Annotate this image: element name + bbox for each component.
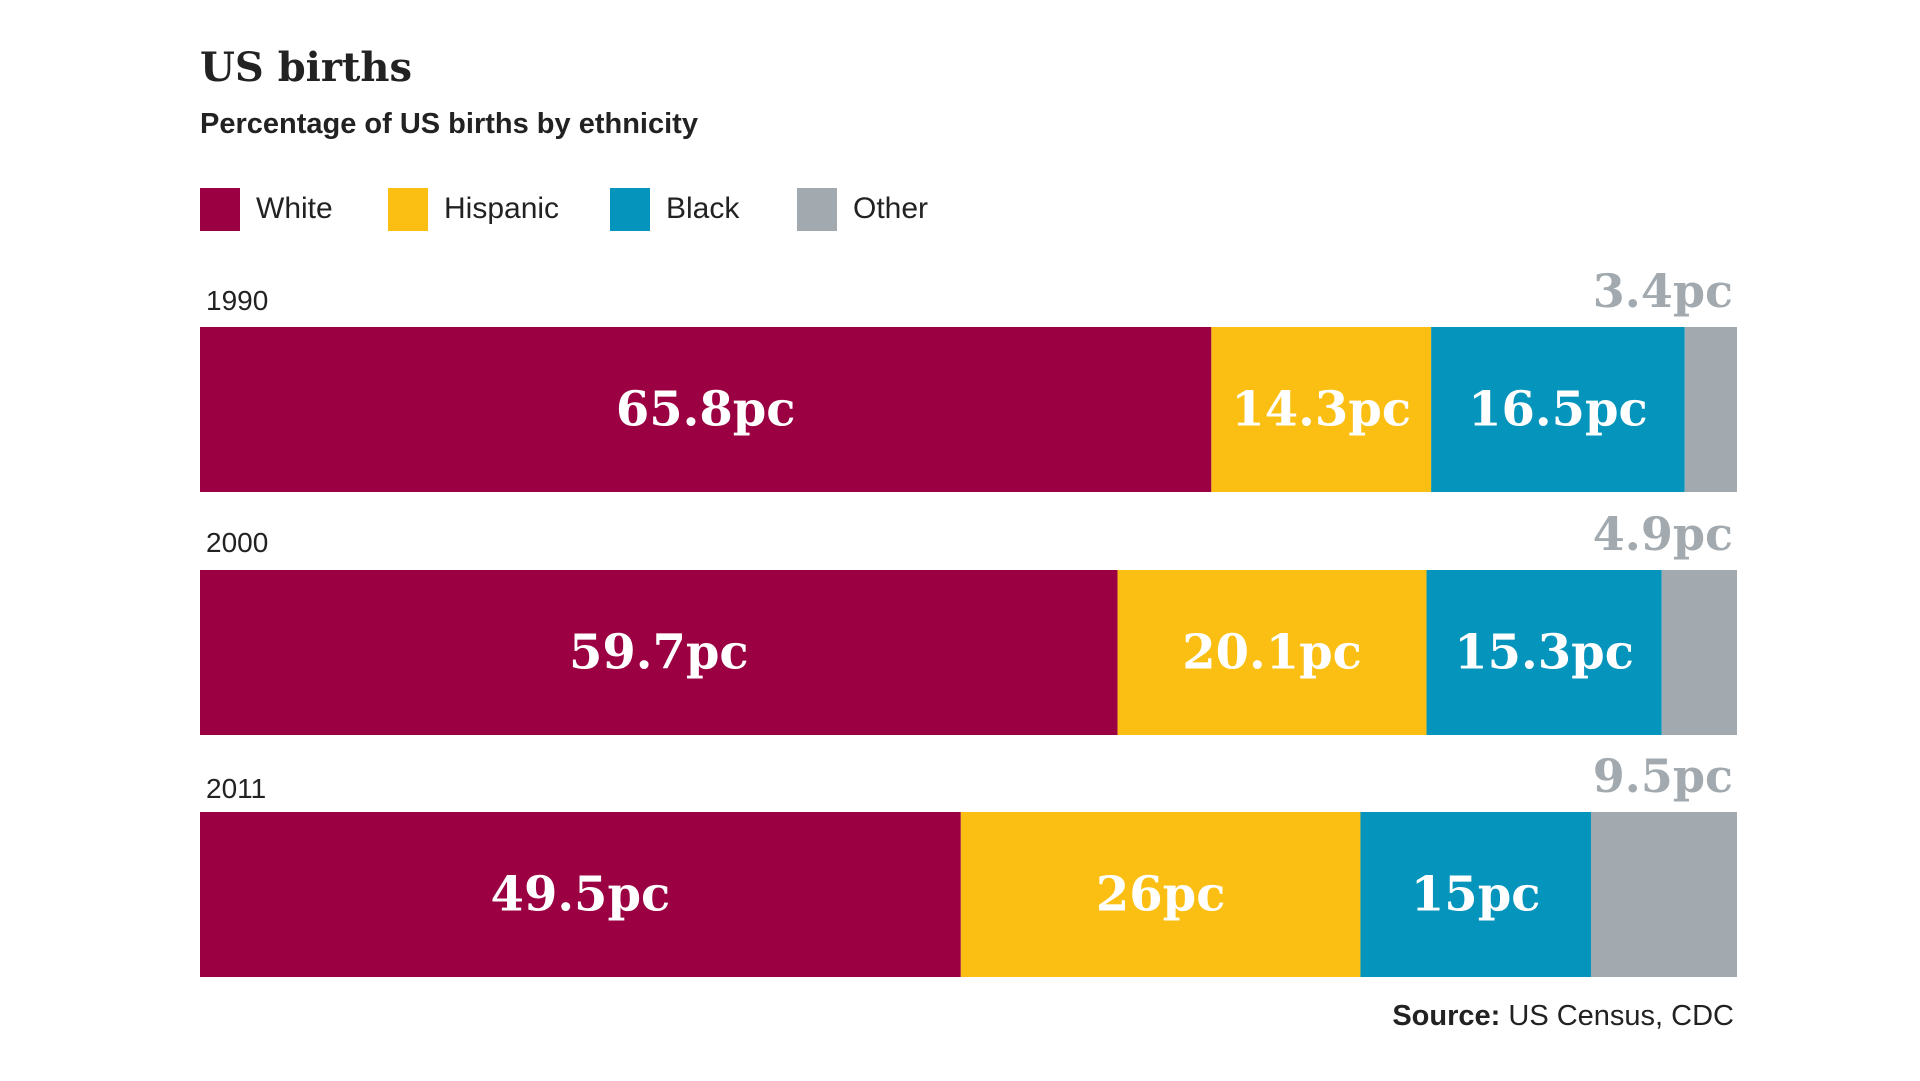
chart-title: US births	[200, 44, 413, 91]
bar-hispanic-1990	[1211, 327, 1432, 492]
data-label-other-2011: 9.5pc	[1593, 749, 1733, 803]
year-label-2000: 2000	[206, 527, 268, 558]
bar-white-2000	[200, 570, 1118, 735]
data-label-white-1990: 65.8pc	[616, 382, 796, 438]
bar-black-2011	[1360, 812, 1591, 977]
legend-label-black: Black	[666, 192, 740, 225]
data-label-black-2011: 15pc	[1411, 867, 1541, 923]
bar-white-1990	[200, 327, 1212, 492]
bar-hispanic-2000	[1117, 570, 1427, 735]
legend-label-other: Other	[853, 192, 929, 225]
bar-hispanic-2011	[960, 812, 1361, 977]
legend-swatch-white	[200, 187, 240, 231]
data-label-hispanic-2000: 20.1pc	[1182, 625, 1362, 681]
data-label-hispanic-2011: 26pc	[1096, 867, 1226, 923]
legend-item-other: Other	[797, 187, 928, 231]
legend-item-white: White	[200, 187, 333, 231]
year-label-2011: 2011	[206, 773, 266, 804]
bar-other-2000	[1661, 570, 1737, 735]
data-label-white-2000: 59.7pc	[569, 625, 749, 681]
legend-label-hispanic: Hispanic	[444, 192, 560, 225]
bar-other-1990	[1684, 327, 1737, 492]
chart-subtitle: Percentage of US births by ethnicity	[200, 108, 698, 140]
legend-item-hispanic: Hispanic	[388, 187, 559, 231]
data-label-other-2000: 4.9pc	[1593, 507, 1733, 561]
bar-white-2011	[200, 812, 961, 977]
legend-label-white: White	[256, 192, 333, 225]
data-label-black-2000: 15.3pc	[1454, 625, 1634, 681]
data-label-white-2011: 49.5pc	[491, 867, 671, 923]
data-label-other-1990: 3.4pc	[1593, 264, 1733, 318]
year-label-1990: 1990	[206, 285, 268, 316]
bar-black-1990	[1431, 327, 1685, 492]
bar-black-2000	[1426, 570, 1662, 735]
source-text: US Census, CDC	[1508, 1000, 1734, 1032]
source-label: Source:	[1392, 1000, 1501, 1032]
legend-swatch-black	[610, 187, 650, 231]
source-note: Source: US Census, CDC	[1392, 1000, 1734, 1033]
legend-item-black: Black	[610, 187, 739, 231]
bar-other-2011	[1590, 812, 1737, 977]
legend-swatch-hispanic	[388, 187, 428, 231]
data-label-hispanic-1990: 14.3pc	[1231, 382, 1411, 438]
data-label-black-1990: 16.5pc	[1468, 382, 1648, 438]
legend-swatch-other	[797, 187, 837, 231]
